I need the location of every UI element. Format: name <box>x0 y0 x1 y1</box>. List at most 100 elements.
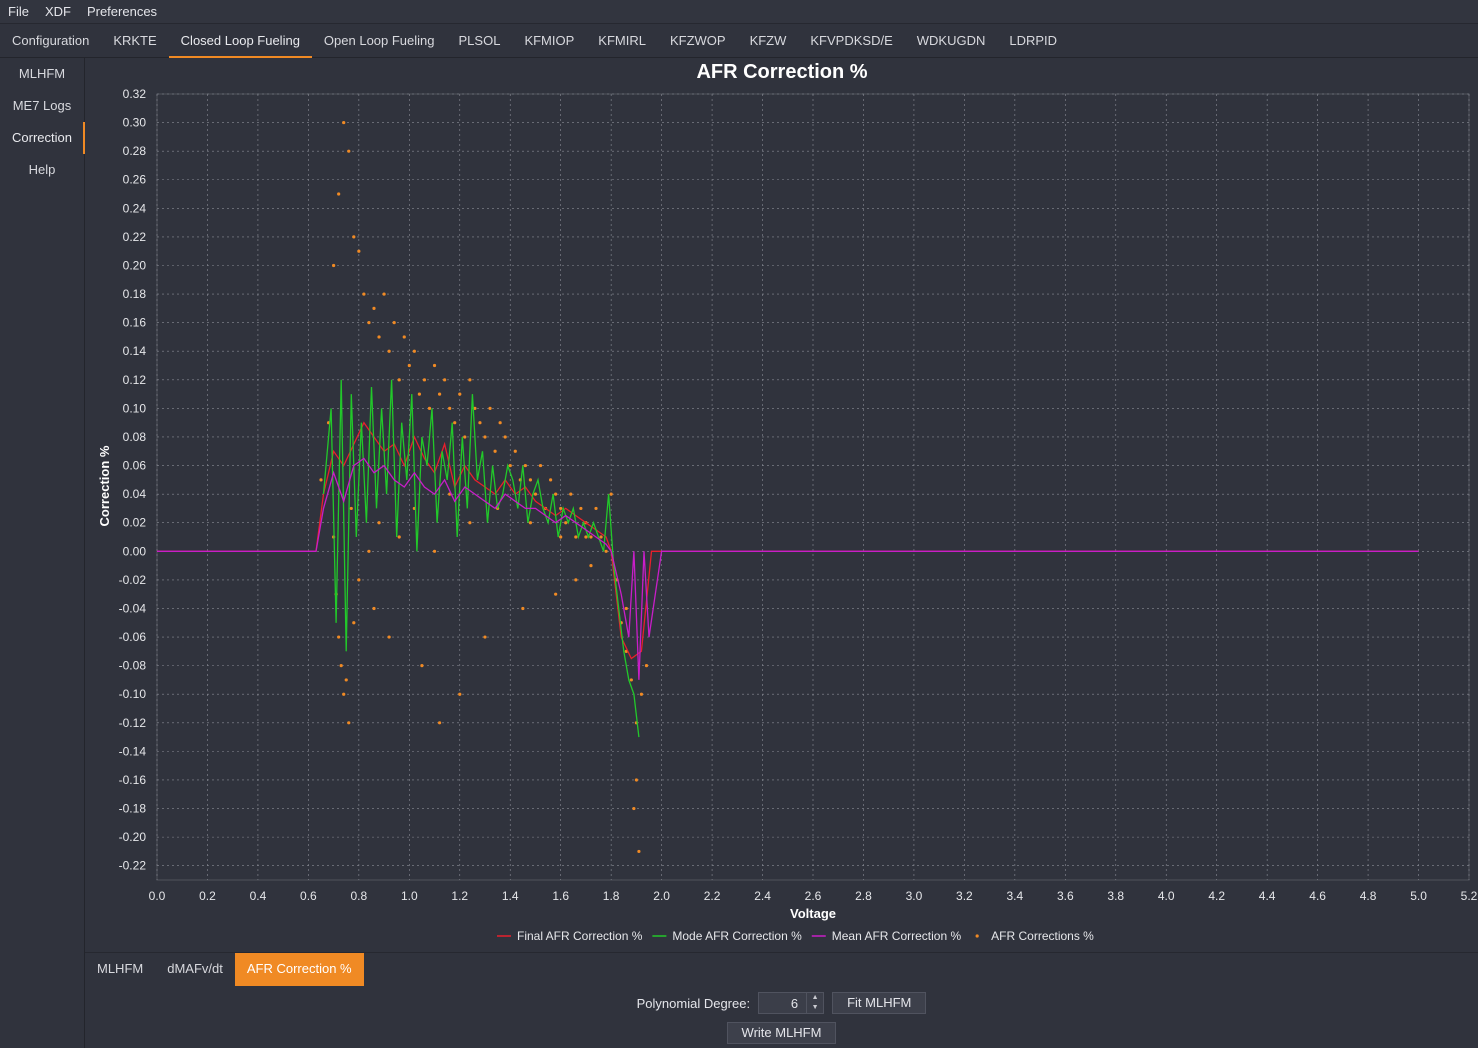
x-tick-label: 2.0 <box>653 889 670 903</box>
scatter-point <box>382 292 386 296</box>
y-tick-label: 0.00 <box>123 544 147 558</box>
tab-configuration[interactable]: Configuration <box>12 33 90 48</box>
bottom-tab-afr-correction[interactable]: AFR Correction % <box>234 953 364 986</box>
scatter-point <box>528 521 533 525</box>
tab-closed-loop-fueling[interactable]: Closed Loop Fueling <box>168 24 313 58</box>
scatter-point <box>604 549 608 553</box>
tab-kfzwop[interactable]: KFZWOP <box>669 33 726 48</box>
scatter-point <box>521 606 525 611</box>
tab-kfzw[interactable]: KFZW <box>749 33 787 48</box>
menu-xdf[interactable]: XDF <box>44 4 71 19</box>
polynomial-degree-label: Polynomial Degree: <box>636 995 751 1011</box>
legend-item: Mean AFR Correction % <box>811 929 961 943</box>
scatter-point <box>538 463 543 468</box>
y-tick-label: 0.12 <box>123 373 147 387</box>
side-tab-me7-logs[interactable]: ME7 Logs <box>12 98 72 113</box>
scatter-point <box>377 335 381 339</box>
chart-title: AFR Correction % <box>696 61 867 83</box>
scatter-point <box>337 192 341 196</box>
scatter-point <box>458 392 462 396</box>
scatter-point <box>349 506 353 511</box>
scatter-point <box>498 421 502 425</box>
scatter-point <box>632 806 636 811</box>
scatter-point <box>488 406 492 410</box>
scatter-point <box>644 664 649 668</box>
series-lines <box>157 379 1419 738</box>
y-tick-label: -0.02 <box>119 573 147 587</box>
y-tick-label: 0.08 <box>123 430 147 444</box>
spinner-down-icon[interactable]: ▼ <box>811 1004 819 1011</box>
menu-preferences[interactable]: Preferences <box>86 4 158 19</box>
scatter-point <box>549 478 553 482</box>
tab-kfvpdksd[interactable]: KFVPDKSD/E <box>810 33 893 48</box>
scatter-point <box>579 506 583 511</box>
scatter-point <box>458 692 462 696</box>
bottom-tab-dmafv-dt[interactable]: dMAFv/dt <box>167 961 223 976</box>
scatter-point <box>347 721 351 725</box>
tab-plsol[interactable]: PLSOL <box>458 33 501 48</box>
tab-krkte[interactable]: KRKTE <box>113 33 157 48</box>
plot-area <box>156 93 1470 881</box>
scatter-point <box>372 606 376 611</box>
polynomial-degree-value[interactable]: 6 <box>790 995 799 1011</box>
spinner-up-icon[interactable]: ▲ <box>811 994 819 1001</box>
scatter-point <box>468 521 472 525</box>
x-axis-label: Voltage <box>790 906 836 921</box>
scatter-point <box>420 664 424 668</box>
y-tick-label: -0.04 <box>119 601 147 615</box>
side-tab-help[interactable]: Help <box>28 162 56 177</box>
scatter-point <box>569 492 573 496</box>
legend-marker <box>975 934 979 938</box>
scatter-point <box>609 492 613 496</box>
tab-kfmiop[interactable]: KFMIOP <box>524 33 575 48</box>
write-controls: Write MLHFM <box>85 1022 1478 1048</box>
y-tick-label: -0.12 <box>119 716 147 730</box>
scatter-point <box>639 692 644 696</box>
scatter-point <box>629 678 633 682</box>
scatter-point <box>589 564 593 568</box>
polynomial-degree-spinner[interactable]: 6 ▲ ▼ <box>758 992 825 1014</box>
fit-controls: Polynomial Degree: 6 ▲ ▼ Fit MLHFM <box>85 988 1478 1018</box>
tab-wdkugdn[interactable]: WDKUGDN <box>916 33 986 48</box>
scatter-point <box>367 321 371 325</box>
legend-label: AFR Corrections % <box>991 929 1094 943</box>
y-tick-label: 0.26 <box>123 173 147 187</box>
scatter-point <box>564 521 568 525</box>
scatter-point <box>443 378 447 382</box>
scatter-point <box>634 778 638 782</box>
scatter-point <box>483 635 487 639</box>
tab-kfmirl[interactable]: KFMIRL <box>598 33 646 48</box>
scatter-point <box>554 492 558 496</box>
y-tick-label: 0.24 <box>123 201 147 215</box>
plot-frame <box>156 93 1470 881</box>
legend-item: Final AFR Correction % <box>497 929 643 943</box>
fit-mlhfm-button[interactable]: Fit MLHFM <box>832 992 927 1014</box>
menu-file[interactable]: File <box>8 4 29 19</box>
afr-correction-chart: AFR Correction % 0.0 0.2 0.4 0.6 0.8 1.0 1.2 1.… <box>97 61 1478 943</box>
side-tab-correction[interactable]: Correction <box>0 122 85 154</box>
write-mlhfm-button[interactable]: Write MLHFM <box>726 1022 837 1044</box>
scatter-point <box>337 635 341 639</box>
x-tick-label: 4.4 <box>1259 889 1276 903</box>
y-tick-label: 0.28 <box>123 144 147 158</box>
y-tick-label: 0.18 <box>123 287 147 301</box>
scatter-point <box>554 592 558 596</box>
x-tick-label: 0.2 <box>199 889 216 903</box>
tab-ldrpid[interactable]: LDRPID <box>1009 33 1058 48</box>
scatter-point <box>397 535 401 539</box>
y-tick-label: 0.20 <box>123 258 147 272</box>
tab-open-loop-fueling[interactable]: Open Loop Fueling <box>323 33 435 48</box>
scatter-point <box>352 621 356 625</box>
scatter-point <box>342 120 346 125</box>
x-tick-label: 3.0 <box>906 889 923 903</box>
y-tick-label: 0.32 <box>123 87 147 101</box>
scatter-point <box>584 535 588 539</box>
bottom-tab-mlhfm[interactable]: MLHFM <box>97 961 144 976</box>
y-tick-label: 0.30 <box>123 116 147 130</box>
x-tick-label: 3.8 <box>1107 889 1124 903</box>
x-tick-label: 1.2 <box>451 889 468 903</box>
scatter-point <box>453 421 457 425</box>
side-tab-mlhfm[interactable]: MLHFM <box>18 66 66 81</box>
x-tick-label: 2.8 <box>855 889 872 903</box>
top-tab-bar: Configuration KRKTE Closed Loop Fueling … <box>0 24 1478 58</box>
